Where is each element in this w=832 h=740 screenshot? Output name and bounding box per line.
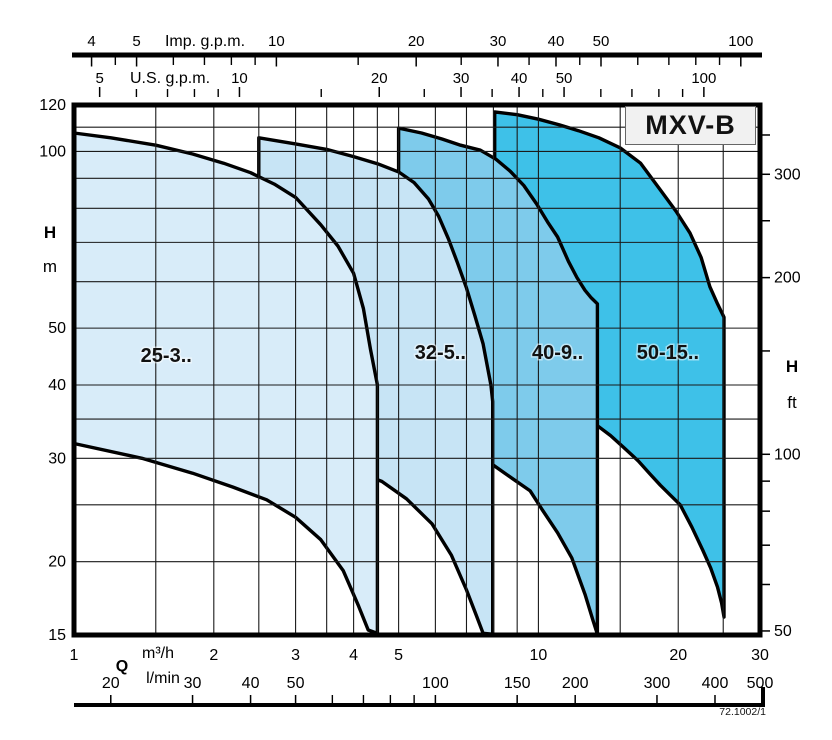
region-label-40-9: 40-9.. — [532, 342, 583, 364]
series-badge: MXV-B — [625, 106, 756, 145]
head-ft-tick-label: 200 — [774, 270, 801, 287]
head-m-tick-label: 120 — [39, 97, 66, 114]
head-ft-tick-label: 100 — [774, 446, 801, 463]
imp-gpm-tick-label: 5 — [132, 33, 140, 50]
imp-gpm-tick-label: 10 — [268, 33, 285, 50]
axis-head-ft: 300 200 100 50 Hft — [760, 134, 801, 640]
axis-flow-m3h: 1 2 3 4 5 10 20 30 Qm³/h — [70, 645, 769, 675]
head-m-tick-label: 100 — [39, 143, 66, 160]
us-gpm-tick-label: 100 — [691, 70, 716, 87]
lmin-tick-label: 20 — [102, 675, 120, 692]
lmin-tick-label: 400 — [702, 675, 729, 692]
imp-gpm-tick-label: 50 — [593, 33, 610, 50]
grid — [74, 105, 760, 635]
head-m-tick-label: 40 — [48, 377, 66, 394]
lmin-tick-label: 40 — [242, 675, 260, 692]
lmin-tick-label: 200 — [562, 675, 589, 692]
axis-flow-lmin: 20 30 40 50 100 150 200 300 400 500 l/min — [74, 670, 774, 707]
us-gpm-tick-label: 30 — [453, 70, 470, 87]
head-m-tick-label: 50 — [48, 320, 66, 337]
head-unit-m: m — [43, 257, 57, 276]
us-gpm-axis-title: U.S. g.p.m. — [130, 70, 210, 87]
flow-unit-m3h: m³/h — [142, 645, 174, 662]
plot-border — [71, 102, 763, 638]
imp-gpm-axis-title: Imp. g.p.m. — [165, 33, 245, 50]
flow-m3h-tick-label: 30 — [751, 647, 769, 664]
lmin-tick-label: 30 — [184, 675, 202, 692]
head-m-tick-label: 20 — [48, 554, 66, 571]
head-symbol-right: H — [786, 357, 798, 376]
imp-gpm-tick-label: 20 — [408, 33, 425, 50]
imp-gpm-tick-label: 40 — [548, 33, 565, 50]
lmin-axis-line — [74, 687, 765, 707]
imp-gpm-tick-label: 30 — [490, 33, 507, 50]
imp-gpm-tick-label: 100 — [728, 33, 753, 50]
lmin-tick-label: 500 — [747, 675, 774, 692]
region-25-3 — [72, 131, 380, 635]
flow-m3h-tick-label: 20 — [669, 647, 687, 664]
head-m-tick-label: 15 — [48, 627, 66, 644]
flow-m3h-tick-label: 5 — [394, 647, 403, 664]
axis-imp-gpm: 4 5 10 20 30 40 50 100 Imp. g.p.m. — [72, 33, 762, 67]
flow-m3h-tick-label: 2 — [209, 647, 218, 664]
us-gpm-tick-label: 5 — [95, 70, 103, 87]
us-gpm-tick-label: 40 — [511, 70, 528, 87]
flow-m3h-tick-label: 1 — [70, 647, 79, 664]
lmin-tick-label: 150 — [504, 675, 531, 692]
imp-gpm-tick-label: 4 — [87, 33, 95, 50]
us-gpm-tick-label: 50 — [556, 70, 573, 87]
lmin-tick-label: 300 — [644, 675, 671, 692]
region-label-50-15: 50-15.. — [637, 342, 699, 364]
region-label-25-3: 25-3.. — [141, 345, 192, 367]
flow-m3h-tick-label: 3 — [291, 647, 300, 664]
head-symbol-left: H — [44, 223, 56, 242]
axis-head-m: 120 100 50 40 30 20 15 Hm — [39, 97, 66, 644]
region-label-32-5: 32-5.. — [415, 342, 466, 364]
axis-us-gpm: 5 10 20 30 40 50 100 U.S. g.p.m. — [95, 70, 716, 97]
head-m-tick-label: 30 — [48, 450, 66, 467]
flow-m3h-tick-label: 4 — [349, 647, 358, 664]
pump-regions — [72, 110, 726, 636]
us-gpm-tick-label: 20 — [371, 70, 388, 87]
flow-unit-lmin: l/min — [146, 670, 180, 687]
flow-symbol: Q — [116, 658, 128, 675]
lmin-tick-label: 50 — [287, 675, 305, 692]
head-ft-tick-label: 300 — [774, 166, 801, 183]
flow-m3h-tick-label: 10 — [530, 647, 548, 664]
region-labels: 25-3.. 32-5.. 40-9.. 50-15.. — [139, 341, 700, 369]
head-unit-ft: ft — [787, 393, 797, 412]
head-ft-tick-label: 50 — [774, 623, 792, 640]
document-number: 72.1002/1 — [719, 706, 766, 718]
lmin-tick-label: 100 — [422, 675, 449, 692]
us-gpm-tick-label: 10 — [231, 70, 248, 87]
